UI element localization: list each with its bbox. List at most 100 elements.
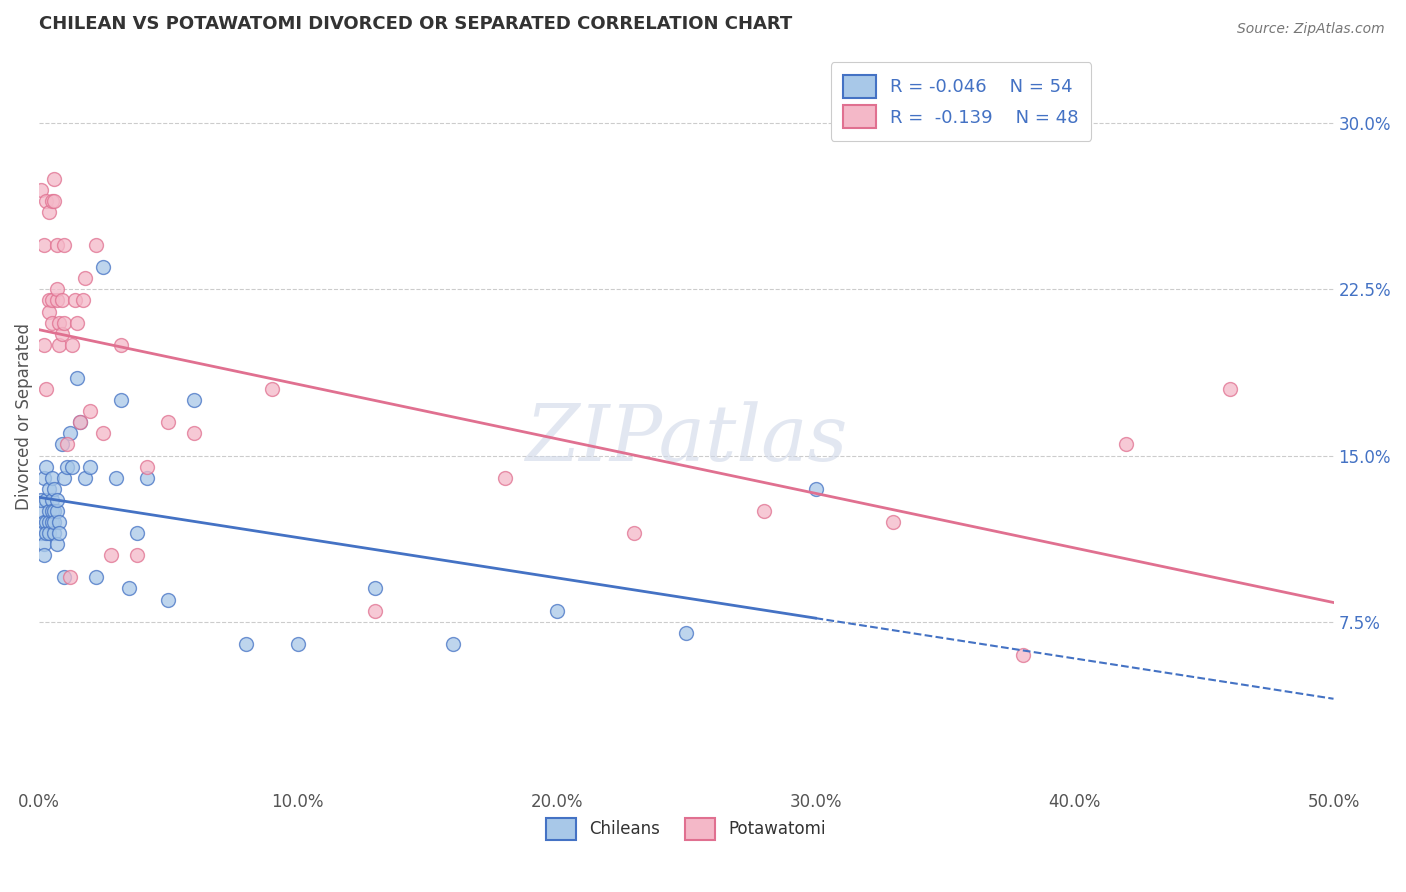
Point [45, 293, 67, 308]
Point [35, 459, 58, 474]
Point [41, 504, 63, 518]
Point [59, 426, 82, 441]
Point [105, 471, 128, 485]
Point [38, 293, 60, 308]
Point [30, 504, 52, 518]
Point [53, 471, 76, 485]
Point [35, 492, 58, 507]
Point [157, 592, 180, 607]
Point [53, 570, 76, 584]
Point [69, 415, 91, 429]
Point [157, 415, 180, 429]
Point [59, 570, 82, 584]
Point [38, 526, 60, 541]
Point [69, 415, 91, 429]
Point [63, 293, 86, 308]
Point [41, 515, 63, 529]
Point [56, 437, 79, 451]
Text: Source: ZipAtlas.com: Source: ZipAtlas.com [1237, 22, 1385, 37]
Point [41, 194, 63, 208]
Point [125, 548, 148, 562]
Point [1219, 382, 1241, 396]
Point [32, 515, 55, 529]
Point [48, 526, 70, 541]
Point [183, 393, 205, 408]
Point [364, 582, 387, 596]
Point [79, 404, 101, 418]
Point [804, 482, 827, 496]
Point [38, 204, 60, 219]
Point [41, 316, 63, 330]
Point [35, 194, 58, 208]
Point [45, 238, 67, 252]
Point [110, 393, 132, 408]
Point [441, 637, 464, 651]
Point [38, 304, 60, 318]
Point [183, 426, 205, 441]
Point [30, 492, 52, 507]
Point [42, 194, 65, 208]
Point [42, 482, 65, 496]
Point [75, 271, 97, 285]
Point [41, 492, 63, 507]
Point [38, 515, 60, 529]
Point [32, 537, 55, 551]
Point [45, 504, 67, 518]
Point [287, 637, 309, 651]
Point [41, 293, 63, 308]
Legend: Chileans, Potawatomi: Chileans, Potawatomi [540, 812, 832, 847]
Point [364, 604, 387, 618]
Point [60, 337, 83, 351]
Point [100, 548, 122, 562]
Point [494, 471, 516, 485]
Point [41, 471, 63, 485]
Point [45, 282, 67, 296]
Point [1011, 648, 1033, 662]
Point [53, 316, 76, 330]
Point [110, 337, 132, 351]
Point [752, 504, 775, 518]
Point [91, 426, 114, 441]
Point [136, 471, 159, 485]
Point [260, 382, 283, 396]
Point [66, 371, 89, 385]
Point [53, 238, 76, 252]
Point [51, 326, 73, 341]
Point [48, 337, 70, 351]
Point [51, 437, 73, 451]
Point [38, 482, 60, 496]
Point [35, 382, 58, 396]
Point [1115, 437, 1137, 451]
Point [882, 515, 904, 529]
Point [60, 459, 83, 474]
Point [235, 637, 257, 651]
Point [84, 238, 107, 252]
Point [118, 582, 141, 596]
Point [75, 471, 97, 485]
Point [30, 183, 52, 197]
Point [45, 492, 67, 507]
Point [79, 459, 101, 474]
Text: ZIPatlas: ZIPatlas [524, 401, 848, 477]
Point [42, 515, 65, 529]
Point [38, 504, 60, 518]
Point [32, 337, 55, 351]
Point [136, 459, 159, 474]
Y-axis label: Divorced or Separated: Divorced or Separated [15, 323, 32, 510]
Point [32, 238, 55, 252]
Point [91, 260, 114, 275]
Point [30, 526, 52, 541]
Point [546, 604, 568, 618]
Point [32, 548, 55, 562]
Text: CHILEAN VS POTAWATOMI DIVORCED OR SEPARATED CORRELATION CHART: CHILEAN VS POTAWATOMI DIVORCED OR SEPARA… [38, 15, 792, 33]
Point [51, 293, 73, 308]
Point [35, 515, 58, 529]
Point [42, 526, 65, 541]
Point [675, 625, 697, 640]
Point [56, 459, 79, 474]
Point [66, 316, 89, 330]
Point [84, 570, 107, 584]
Point [42, 504, 65, 518]
Point [32, 471, 55, 485]
Point [35, 526, 58, 541]
